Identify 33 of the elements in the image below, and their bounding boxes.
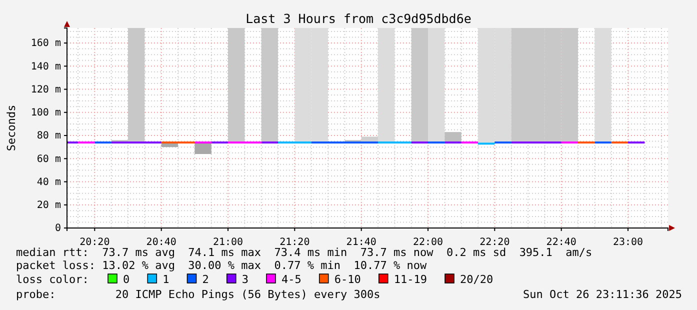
x-tick-label: 23:00 xyxy=(612,237,644,248)
text: probe: 20 ICMP Echo Pings (56 Bytes) every 300s xyxy=(16,288,380,301)
text: median rtt: 73.7 ms avg 74.1 ms max 73.4 ms min 73.7 ms now 0.2 ms sd 395.1 am/s xyxy=(16,246,592,259)
legend-label: 3 xyxy=(242,273,248,286)
y-tick-label: 20 m xyxy=(36,200,61,212)
legend-label: 1 xyxy=(162,273,170,286)
y-tick-label: 80 m xyxy=(36,130,61,142)
y-tick-label: 40 m xyxy=(36,176,61,188)
legend-label: 0 xyxy=(123,273,130,286)
legend-title: loss color: xyxy=(16,273,89,286)
y-tick-label: 60 m xyxy=(36,154,61,165)
legend-label: 4-5 xyxy=(282,273,302,286)
x-tick-label: 22:00 xyxy=(412,237,444,248)
legend-label: 2 xyxy=(202,273,209,286)
y-tick-label: 140 m xyxy=(30,61,61,72)
x-tick-label: 21:00 xyxy=(212,237,244,248)
x-tick-label: 22:20 xyxy=(480,237,510,248)
x-tick-label: 20:40 xyxy=(146,237,176,248)
x-tick-label: 21:20 xyxy=(280,237,310,248)
y-tick-label: 120 m xyxy=(30,84,61,96)
legend-label: 11-19 xyxy=(394,273,427,286)
text: Sun Oct 26 23:11:36 2025 xyxy=(523,288,682,301)
x-tick-label: 20:20 xyxy=(80,237,110,248)
legend-label: 6-10 xyxy=(334,273,361,286)
y-axis-title: Seconds xyxy=(5,104,18,152)
y-tick-label: 100 m xyxy=(30,108,61,119)
x-tick-label: 22:40 xyxy=(546,237,576,248)
y-tick-label: 160 m xyxy=(30,38,61,50)
x-tick-label: 21:40 xyxy=(346,237,376,248)
legend-label: 20/20 xyxy=(460,273,494,286)
text: packet loss: 13.02 % avg 30.00 % max 0.77 % min 10.77 % now xyxy=(16,259,427,272)
chart-title: Last 3 Hours from c3c9d95dbd6e xyxy=(246,11,472,26)
y-tick-label: 0 xyxy=(54,223,61,234)
